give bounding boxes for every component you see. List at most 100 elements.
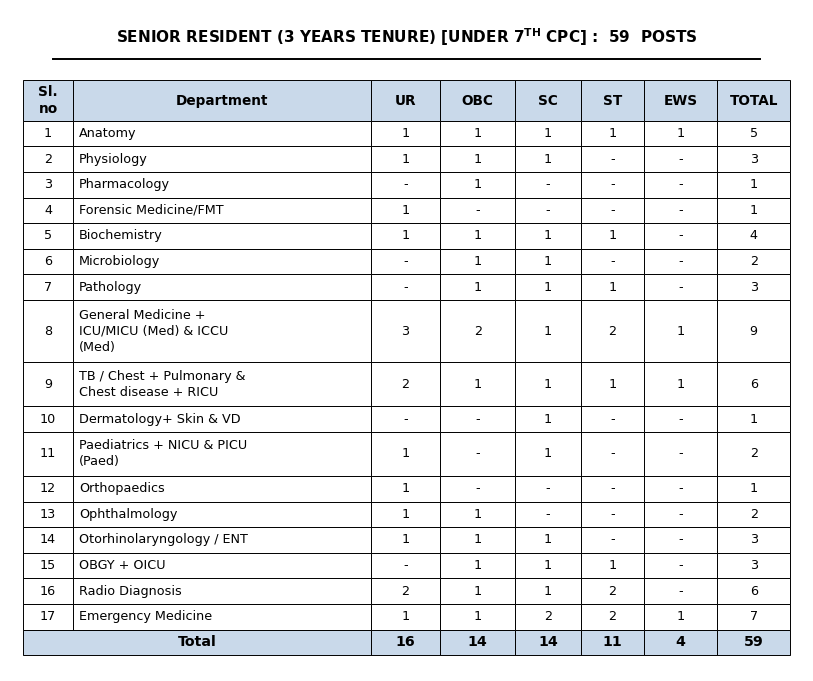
Bar	[73, 80, 371, 121]
Bar	[580, 274, 644, 300]
Bar	[515, 502, 580, 527]
Text: 16: 16	[40, 585, 56, 598]
Text: 1: 1	[402, 447, 410, 460]
Bar	[73, 362, 371, 407]
Text: Radio Diagnosis: Radio Diagnosis	[79, 585, 182, 598]
Bar	[73, 432, 371, 476]
Bar	[371, 502, 440, 527]
Bar	[73, 300, 371, 362]
Bar	[515, 249, 580, 274]
Bar	[371, 604, 440, 629]
Text: 1: 1	[750, 482, 758, 495]
Text: 11: 11	[602, 635, 622, 649]
Bar	[580, 223, 644, 249]
Text: 2: 2	[474, 325, 481, 338]
Bar	[73, 223, 371, 249]
Bar	[440, 432, 515, 476]
Text: 3: 3	[750, 281, 758, 294]
Bar	[371, 432, 440, 476]
Text: 1: 1	[608, 559, 616, 572]
Text: 5: 5	[750, 127, 758, 140]
Text: 2: 2	[402, 378, 410, 391]
Bar	[515, 553, 580, 578]
Text: -: -	[476, 482, 480, 495]
Bar	[23, 629, 371, 655]
Bar	[73, 274, 371, 300]
Text: 1: 1	[676, 325, 685, 338]
Bar	[644, 604, 717, 629]
Text: -: -	[678, 559, 683, 572]
Bar	[371, 578, 440, 604]
Text: 1: 1	[402, 204, 410, 217]
Bar	[515, 476, 580, 502]
Bar	[515, 274, 580, 300]
Bar	[717, 80, 790, 121]
Text: 1: 1	[402, 229, 410, 242]
Text: 1: 1	[750, 413, 758, 426]
Bar	[371, 629, 440, 655]
Bar	[515, 172, 580, 197]
Text: 1: 1	[44, 127, 52, 140]
Bar	[73, 407, 371, 432]
Text: 1: 1	[544, 585, 552, 598]
Bar	[440, 249, 515, 274]
Bar	[580, 362, 644, 407]
Bar	[371, 476, 440, 502]
Text: 2: 2	[544, 610, 552, 623]
Text: -: -	[610, 508, 615, 521]
Text: 1: 1	[544, 325, 552, 338]
Bar	[23, 553, 73, 578]
Bar	[73, 172, 371, 197]
Text: -: -	[678, 585, 683, 598]
Bar	[73, 476, 371, 502]
Bar	[515, 407, 580, 432]
Text: 1: 1	[473, 508, 481, 521]
Bar	[644, 80, 717, 121]
Bar	[717, 527, 790, 553]
Bar	[371, 300, 440, 362]
Text: -: -	[610, 153, 615, 165]
Bar	[440, 553, 515, 578]
Bar	[23, 249, 73, 274]
Bar	[515, 578, 580, 604]
Text: -: -	[678, 447, 683, 460]
Text: -: -	[678, 413, 683, 426]
Text: 1: 1	[608, 378, 616, 391]
Text: Paediatrics + NICU & PICU
(Paed): Paediatrics + NICU & PICU (Paed)	[79, 439, 247, 469]
Bar	[23, 476, 73, 502]
Bar	[644, 121, 717, 146]
Bar	[717, 578, 790, 604]
Bar	[23, 172, 73, 197]
Text: Orthopaedics: Orthopaedics	[79, 482, 165, 495]
Text: Biochemistry: Biochemistry	[79, 229, 163, 242]
Bar	[371, 553, 440, 578]
Text: -: -	[678, 508, 683, 521]
Bar	[580, 604, 644, 629]
Text: 59: 59	[744, 635, 763, 649]
Bar	[717, 300, 790, 362]
Text: 7: 7	[750, 610, 758, 623]
Bar	[73, 553, 371, 578]
Bar	[515, 604, 580, 629]
Text: -: -	[546, 204, 550, 217]
Bar	[73, 249, 371, 274]
Bar	[580, 578, 644, 604]
Text: -: -	[476, 447, 480, 460]
Text: 1: 1	[544, 559, 552, 572]
Text: 1: 1	[402, 533, 410, 546]
Bar	[580, 553, 644, 578]
Text: 1: 1	[473, 533, 481, 546]
Text: -: -	[546, 482, 550, 495]
Text: 5: 5	[44, 229, 52, 242]
Bar	[717, 197, 790, 223]
Bar	[23, 223, 73, 249]
Bar	[371, 362, 440, 407]
Text: UR: UR	[395, 93, 416, 108]
Bar	[73, 604, 371, 629]
Bar	[644, 578, 717, 604]
Bar	[515, 527, 580, 553]
Bar	[73, 146, 371, 172]
Bar	[644, 407, 717, 432]
Text: -: -	[403, 178, 408, 191]
Bar	[580, 629, 644, 655]
